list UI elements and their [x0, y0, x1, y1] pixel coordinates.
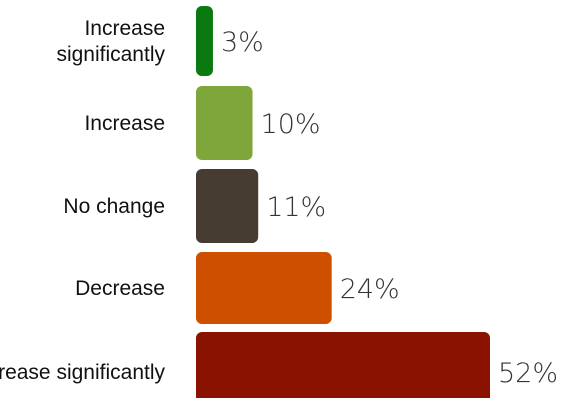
category-label-3: Decrease [75, 277, 165, 300]
category-label-4: Decrease significantly [0, 361, 165, 384]
bar-2 [196, 169, 259, 243]
category-label-1: Increase [84, 112, 165, 135]
category-label-0: Increase significantly [56, 17, 165, 66]
value-label-4: 52% [498, 358, 558, 389]
bar-0 [196, 6, 213, 76]
value-label-0: 3% [221, 27, 264, 58]
value-label-1: 10% [261, 109, 321, 140]
value-label-2: 11% [266, 192, 326, 223]
category-label-line: Decrease significantly [0, 361, 165, 384]
bar-3 [196, 252, 332, 324]
category-label-line: significantly [56, 43, 165, 66]
bar-4 [196, 332, 490, 398]
category-label-line: Increase [84, 112, 165, 135]
category-label-2: No change [63, 195, 165, 218]
bar-1 [196, 86, 253, 160]
value-label-3: 24% [340, 274, 400, 305]
category-label-line: Increase [84, 17, 165, 40]
category-label-line: No change [63, 195, 165, 218]
category-label-line: Decrease [75, 277, 165, 300]
